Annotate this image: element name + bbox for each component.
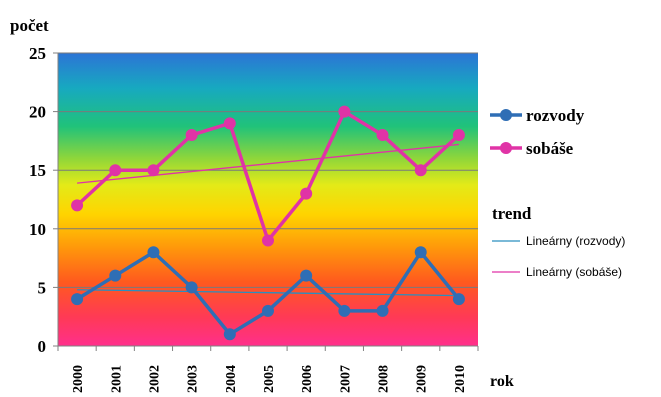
data-point <box>414 164 427 177</box>
y-tick-label: 20 <box>29 103 46 122</box>
trendline <box>77 143 459 184</box>
x-tick-label: 2007 <box>338 365 353 393</box>
data-point <box>338 304 351 317</box>
y-tick-label: 25 <box>29 44 46 63</box>
data-point <box>414 246 427 259</box>
data-point <box>71 199 84 212</box>
data-point <box>223 328 236 341</box>
legend-label: rozvody <box>526 106 585 125</box>
data-point <box>376 129 389 142</box>
x-tick-label: 2008 <box>377 365 392 393</box>
legend-label: sobáše <box>526 139 574 158</box>
y-tick-label: 15 <box>29 161 46 180</box>
x-tick-label: 2003 <box>186 365 201 393</box>
data-point <box>300 187 313 200</box>
data-point <box>262 234 274 247</box>
x-tick-label: 2009 <box>415 365 430 393</box>
trendlines <box>77 143 459 297</box>
data-point <box>71 293 84 306</box>
x-tick-label: 2001 <box>109 365 124 393</box>
data-point <box>452 129 465 142</box>
data-point <box>376 304 389 317</box>
data-point <box>300 269 313 282</box>
y-tick-label: 10 <box>29 220 46 239</box>
legend-marker <box>500 109 512 121</box>
y-axis-ticks: 0 5 10 15 20 25 <box>29 44 58 356</box>
data-series <box>71 105 465 341</box>
data-point <box>109 269 122 282</box>
legend-marker <box>500 142 512 154</box>
legend: rozvody sobáše trend Lineárny (rozvody) Line… <box>490 106 625 279</box>
data-point <box>185 281 198 294</box>
data-point <box>452 293 465 306</box>
legend-trend-label: Lineárny (sobáše) <box>526 265 622 279</box>
x-axis-ticks: 2000 2001 2002 2003 2004 2005 2006 2007 2008 2009… <box>57 346 479 393</box>
x-tick-label: 2004 <box>224 365 239 393</box>
x-tick-label: 2005 <box>262 365 277 393</box>
data-point <box>262 304 274 317</box>
x-tick-label: 2002 <box>147 365 162 393</box>
data-point <box>147 246 160 259</box>
data-point <box>338 105 351 118</box>
y-axis-label: počet <box>10 16 49 35</box>
trendline <box>77 289 459 297</box>
x-tick-label: 2010 <box>453 365 468 393</box>
data-point <box>185 129 198 142</box>
x-axis-label: rok <box>490 373 514 390</box>
legend-trend-label: Lineárny (rozvody) <box>526 234 625 248</box>
data-point <box>109 164 122 177</box>
data-point <box>223 117 236 130</box>
data-point <box>147 164 160 177</box>
y-tick-label: 5 <box>38 278 47 297</box>
x-tick-label: 2000 <box>71 365 86 393</box>
legend-trend-title: trend <box>492 204 532 223</box>
x-tick-label: 2006 <box>300 365 315 393</box>
plot-area <box>58 53 478 346</box>
y-tick-label: 0 <box>38 337 47 356</box>
